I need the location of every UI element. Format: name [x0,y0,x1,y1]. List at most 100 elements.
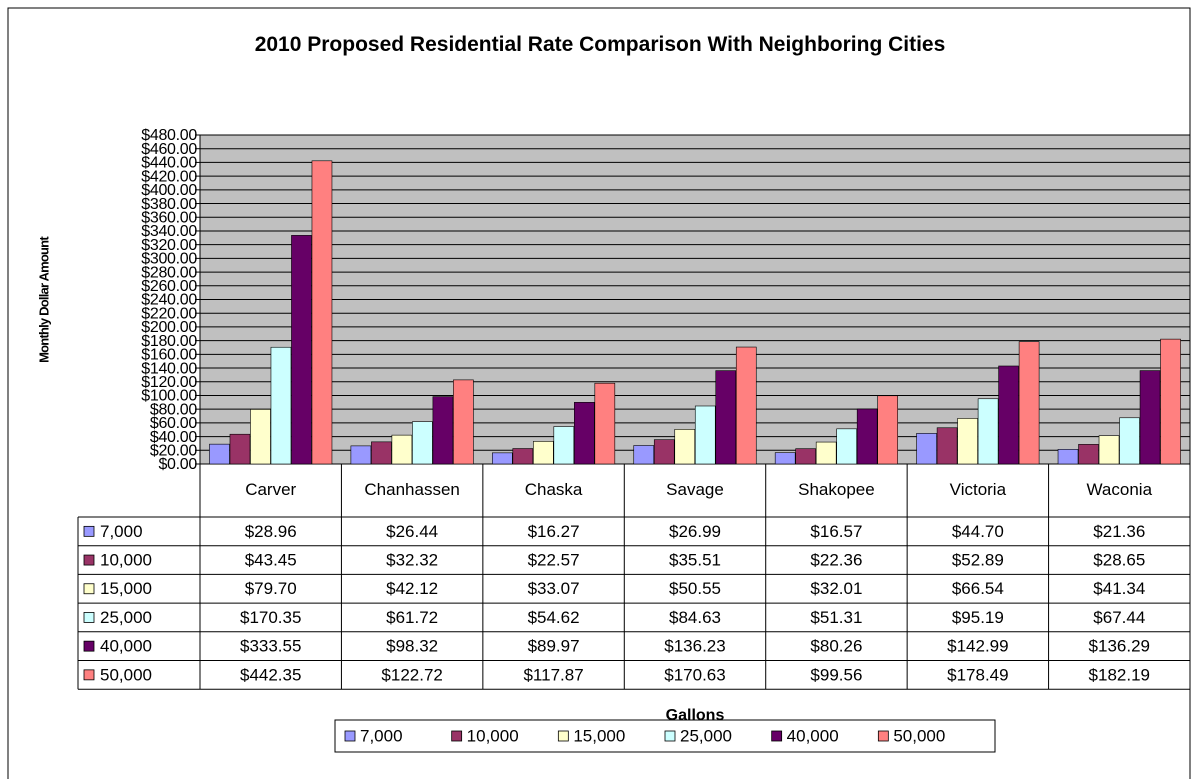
y-tick-label: $280.00 [141,264,197,281]
legend-key [83,583,95,595]
bar [977,398,999,465]
y-tick-label: $20.00 [150,443,198,460]
y-tick-label: $340.00 [141,223,197,240]
y-tick-label: $400.00 [141,182,197,199]
bar [633,445,655,465]
bar [311,160,333,465]
bar [916,433,937,465]
y-tick-label: $260.00 [141,278,197,295]
table-value: $98.32 [386,637,438,656]
table-value: $33.07 [528,579,580,598]
table-value: $122.72 [381,665,442,684]
legend-label: 10,000 [467,726,519,745]
bar [715,370,737,465]
bar [412,421,433,465]
legend-key [771,730,783,742]
y-tick-label: $100.00 [141,388,197,405]
legend-key [83,640,95,652]
y-tick-label: $60.00 [150,415,198,432]
table-value: $22.36 [810,551,862,570]
x-tick-label: Chaska [525,480,583,499]
bar [856,408,878,465]
table-value: $16.57 [810,522,862,541]
legend-key [83,525,95,537]
y-tick-label: $360.00 [141,209,197,226]
table-value: $50.55 [669,579,721,598]
bar [594,382,616,465]
table-value: $43.45 [245,551,297,570]
y-tick-label: $220.00 [141,305,197,322]
bar [815,441,837,465]
legend-label: 7,000 [360,726,403,745]
bar [877,395,898,465]
x-tick-label: Shakopee [798,480,875,499]
bar [533,441,554,465]
table-value: $28.65 [1093,551,1145,570]
bar [1098,435,1120,465]
bar [512,448,534,465]
bar [574,402,595,465]
bar [1018,341,1040,465]
table-value: $95.19 [952,608,1004,627]
bar [1139,370,1161,465]
table-value: $178.49 [947,665,1008,684]
table-value: $28.96 [245,522,297,541]
bar [836,428,857,465]
legend-key [877,730,889,742]
y-tick-label: $380.00 [141,196,197,213]
bar [674,429,696,465]
table-value: $99.56 [810,665,862,684]
table-value: $136.23 [664,637,725,656]
bar [270,346,292,465]
y-tick-label: $160.00 [141,347,197,364]
legend-key [83,554,95,566]
legend-key [344,730,356,742]
x-tick-label: Savage [666,480,724,499]
y-tick-label: $140.00 [141,360,197,377]
legend-key [557,730,569,742]
x-tick-label: Victoria [950,480,1007,499]
table-value: $54.62 [528,608,580,627]
y-tick-label: $80.00 [150,401,198,418]
bar [1078,444,1099,465]
table-value: $22.57 [528,551,580,570]
table-value: $44.70 [952,522,1004,541]
legend-label: 15,000 [573,726,625,745]
y-tick-label: $420.00 [141,168,197,185]
y-tick-label: $440.00 [141,155,197,172]
chart-title: 2010 Proposed Residential Rate Compariso… [254,33,946,56]
bar [350,445,372,465]
x-tick-label: Waconia [1087,480,1153,499]
table-series-name: 25,000 [100,608,152,627]
table-value: $51.31 [810,608,862,627]
table-series-name: 15,000 [100,579,152,598]
table-value: $67.44 [1093,608,1145,627]
table-series-name: 50,000 [100,665,152,684]
table-series-name: 40,000 [100,637,152,656]
legend-key [83,669,95,681]
y-tick-label: $0.00 [158,456,197,473]
table-value: $84.63 [669,608,721,627]
table-value: $66.54 [952,579,1004,598]
table-value: $41.34 [1093,579,1145,598]
bar [936,427,958,465]
table-value: $89.97 [528,637,580,656]
bar [1057,449,1079,465]
y-tick-label: $40.00 [150,429,198,446]
bar [795,448,816,465]
table-value: $442.35 [240,665,301,684]
bar [229,433,251,465]
table-value: $16.27 [528,522,580,541]
bar [432,396,454,465]
table-value: $80.26 [810,637,862,656]
legend-key [451,730,463,742]
table-value: $117.87 [523,665,583,684]
table-value: $61.72 [386,608,438,627]
bar [694,405,716,465]
legend-label: 50,000 [893,726,945,745]
y-tick-label: $320.00 [141,237,197,254]
bar [553,426,575,465]
bar [1119,417,1140,465]
